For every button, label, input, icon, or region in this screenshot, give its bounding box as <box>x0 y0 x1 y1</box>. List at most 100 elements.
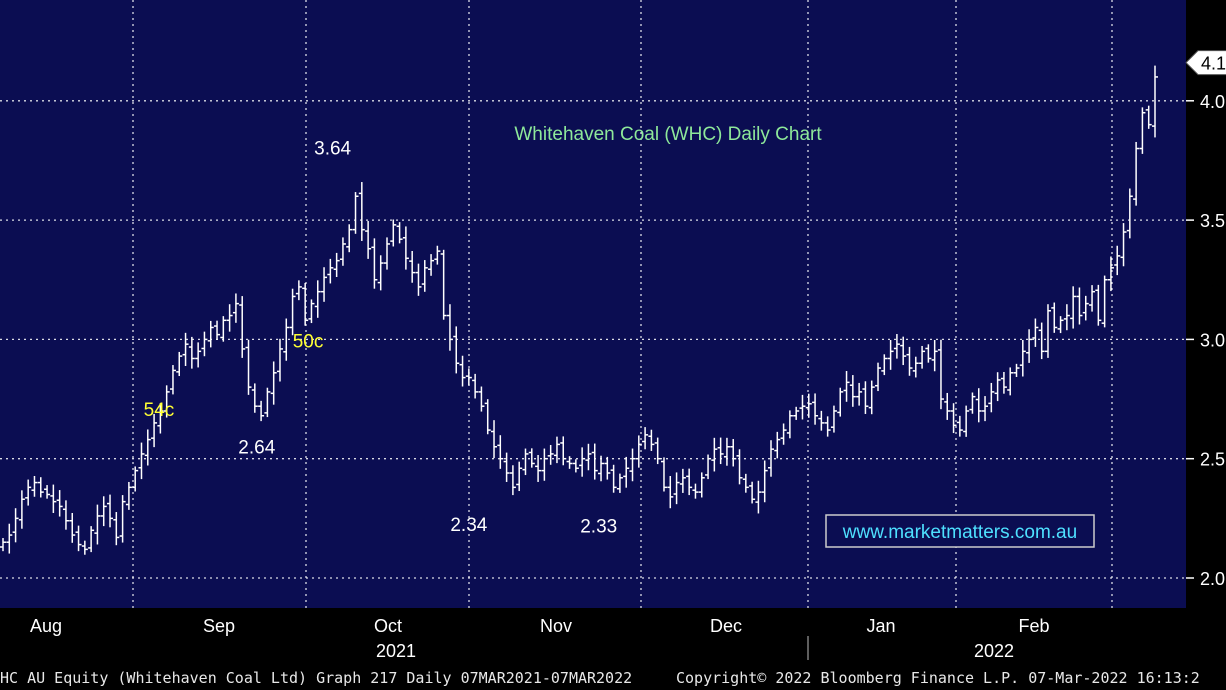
ohlc-bar <box>516 461 523 492</box>
ohlc-bar <box>1032 318 1039 347</box>
ohlc-bar <box>906 346 913 376</box>
ohlc-bar <box>169 365 176 395</box>
x-year-label: 2021 <box>376 641 416 661</box>
watermark-box[interactable]: www.marketmatters.com.au <box>825 514 1095 548</box>
ohlc-bar <box>736 449 743 485</box>
ohlc-bar <box>616 473 623 493</box>
ohlc-bar <box>125 481 132 510</box>
ohlc-bar <box>598 455 605 482</box>
ohlc-bar <box>0 538 6 552</box>
ohlc-bar <box>799 394 806 420</box>
ohlc-bar <box>856 382 863 406</box>
ohlc-bar <box>201 331 208 357</box>
ohlc-bar <box>295 280 302 301</box>
ohlc-bar <box>547 444 554 465</box>
ohlc-bar <box>849 375 856 407</box>
ohlc-bar <box>553 436 560 464</box>
ohlc-bar <box>113 512 120 546</box>
ohlc-bar <box>327 258 334 284</box>
ohlc-bar <box>931 339 938 372</box>
ohlc-bar <box>402 226 409 270</box>
ohlc-bar <box>875 362 882 392</box>
ohlc-bar <box>982 396 989 422</box>
ohlc-bar <box>314 280 321 318</box>
ohlc-bar <box>465 368 472 386</box>
ohlc-bar <box>956 415 963 437</box>
ohlc-bar <box>31 475 38 497</box>
ohlc-bar <box>264 387 271 418</box>
ohlc-bar <box>1145 105 1152 129</box>
ohlc-bar <box>818 410 825 431</box>
ohlc-bar <box>1057 316 1064 334</box>
ohlc-bar <box>1051 302 1058 333</box>
ohlc-bar <box>276 338 283 382</box>
ohlc-bar <box>94 504 101 545</box>
ohlc-bar <box>843 371 850 402</box>
ohlc-bar <box>6 523 13 554</box>
ohlc-bar <box>484 399 491 435</box>
annotations: 3.64 50c 54c 2.64 2.34 2.33 <box>144 139 618 538</box>
ohlc-bar <box>270 361 277 405</box>
ohlc-bar <box>384 237 390 270</box>
ohlc-bar <box>446 304 453 351</box>
ohlc-bar <box>176 351 183 377</box>
x-month-label: Dec <box>710 616 742 636</box>
ohlc-bar <box>226 304 233 332</box>
ohlc-bar <box>434 245 441 265</box>
x-axis: Aug Sep Oct Nov Dec Jan Feb 2021 2022 <box>30 616 1050 661</box>
ohlc-bar <box>195 342 202 368</box>
y-tick-label: 3.5 <box>1200 211 1225 231</box>
ohlc-bar <box>302 282 309 326</box>
ohlc-bar <box>245 339 252 395</box>
ohlc-bar <box>1114 245 1121 276</box>
ohlc-bar <box>88 526 95 553</box>
ohlc-bar <box>346 224 353 253</box>
ohlc-bar <box>1044 304 1051 358</box>
ohlc-bar <box>698 472 705 498</box>
ohlc-bar <box>572 459 579 473</box>
ohlc-bar <box>358 182 365 241</box>
annotation-label: 50c <box>293 332 324 353</box>
ohlc-bar <box>629 448 636 482</box>
ohlc-bar <box>352 192 359 234</box>
ohlc-bar <box>56 490 63 517</box>
ohlc-bar <box>453 326 460 374</box>
ohlc-bar <box>157 403 164 434</box>
ohlc-bar <box>339 237 346 266</box>
ohlc-bar <box>107 494 114 528</box>
ohlc-bar <box>415 263 422 296</box>
ohlc-bar <box>50 484 57 513</box>
ohlc-bar <box>793 406 800 420</box>
ohlc-bar <box>409 250 416 283</box>
ohlc-bar <box>509 465 516 496</box>
ohlc-bar <box>289 288 296 336</box>
ohlc-bar <box>188 336 195 369</box>
ohlc-bar <box>100 496 107 527</box>
ohlc-bar <box>963 405 970 437</box>
ohlc-bar <box>258 400 265 422</box>
ohlc-bar <box>232 293 239 323</box>
ohlc-bar <box>1133 141 1140 206</box>
plot-background <box>0 0 1186 608</box>
ohlc-bar <box>251 383 258 413</box>
ohlc-bar <box>937 339 944 410</box>
ohlc-bar <box>944 392 951 420</box>
ohlc-bar <box>774 431 781 459</box>
ohlc-bar <box>805 393 812 418</box>
ohlc-bar <box>900 336 907 366</box>
ohlc-bar <box>667 475 674 509</box>
x-month-label: Feb <box>1018 616 1049 636</box>
y-tick-label: 2.0 <box>1200 569 1225 589</box>
ohlc-bar <box>119 495 126 543</box>
x-month-label: Jan <box>866 616 895 636</box>
ohlc-bar <box>868 380 875 415</box>
ohlc-bar <box>371 238 378 289</box>
ohlc-bar <box>994 372 1001 402</box>
ohlc-bar <box>12 508 19 543</box>
ohlc-bar <box>635 435 642 468</box>
ohlc-bar <box>705 454 712 480</box>
ohlc-bar <box>428 254 435 276</box>
ohlc-bar <box>660 457 667 492</box>
ohlc-bar <box>723 437 730 466</box>
